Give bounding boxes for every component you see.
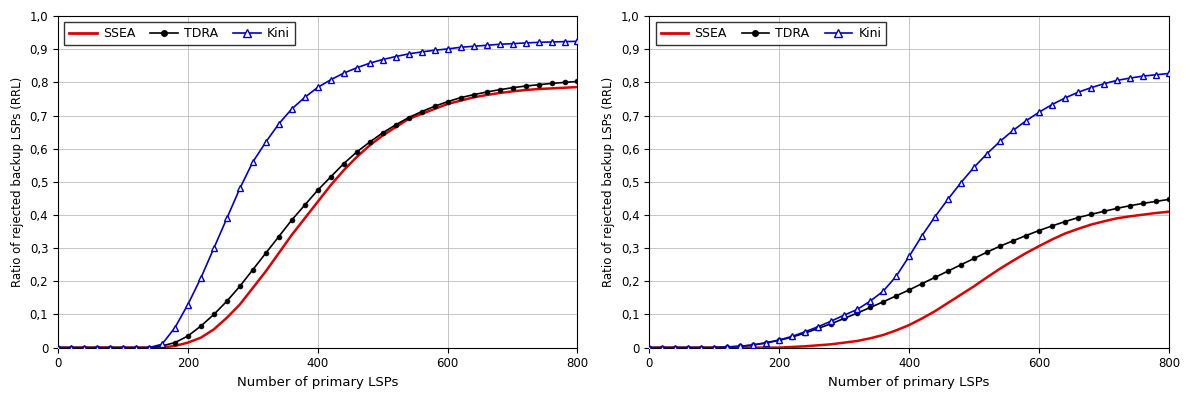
Legend: SSEA, TDRA, Kini: SSEA, TDRA, Kini	[655, 22, 886, 45]
X-axis label: Number of primary LSPs: Number of primary LSPs	[829, 376, 990, 389]
Y-axis label: Ratio of rejected backup LSPs (RRL): Ratio of rejected backup LSPs (RRL)	[603, 77, 616, 287]
Legend: SSEA, TDRA, Kini: SSEA, TDRA, Kini	[64, 22, 295, 45]
X-axis label: Number of primary LSPs: Number of primary LSPs	[237, 376, 399, 389]
Y-axis label: Ratio of rejected backup LSPs (RRL): Ratio of rejected backup LSPs (RRL)	[11, 77, 24, 287]
